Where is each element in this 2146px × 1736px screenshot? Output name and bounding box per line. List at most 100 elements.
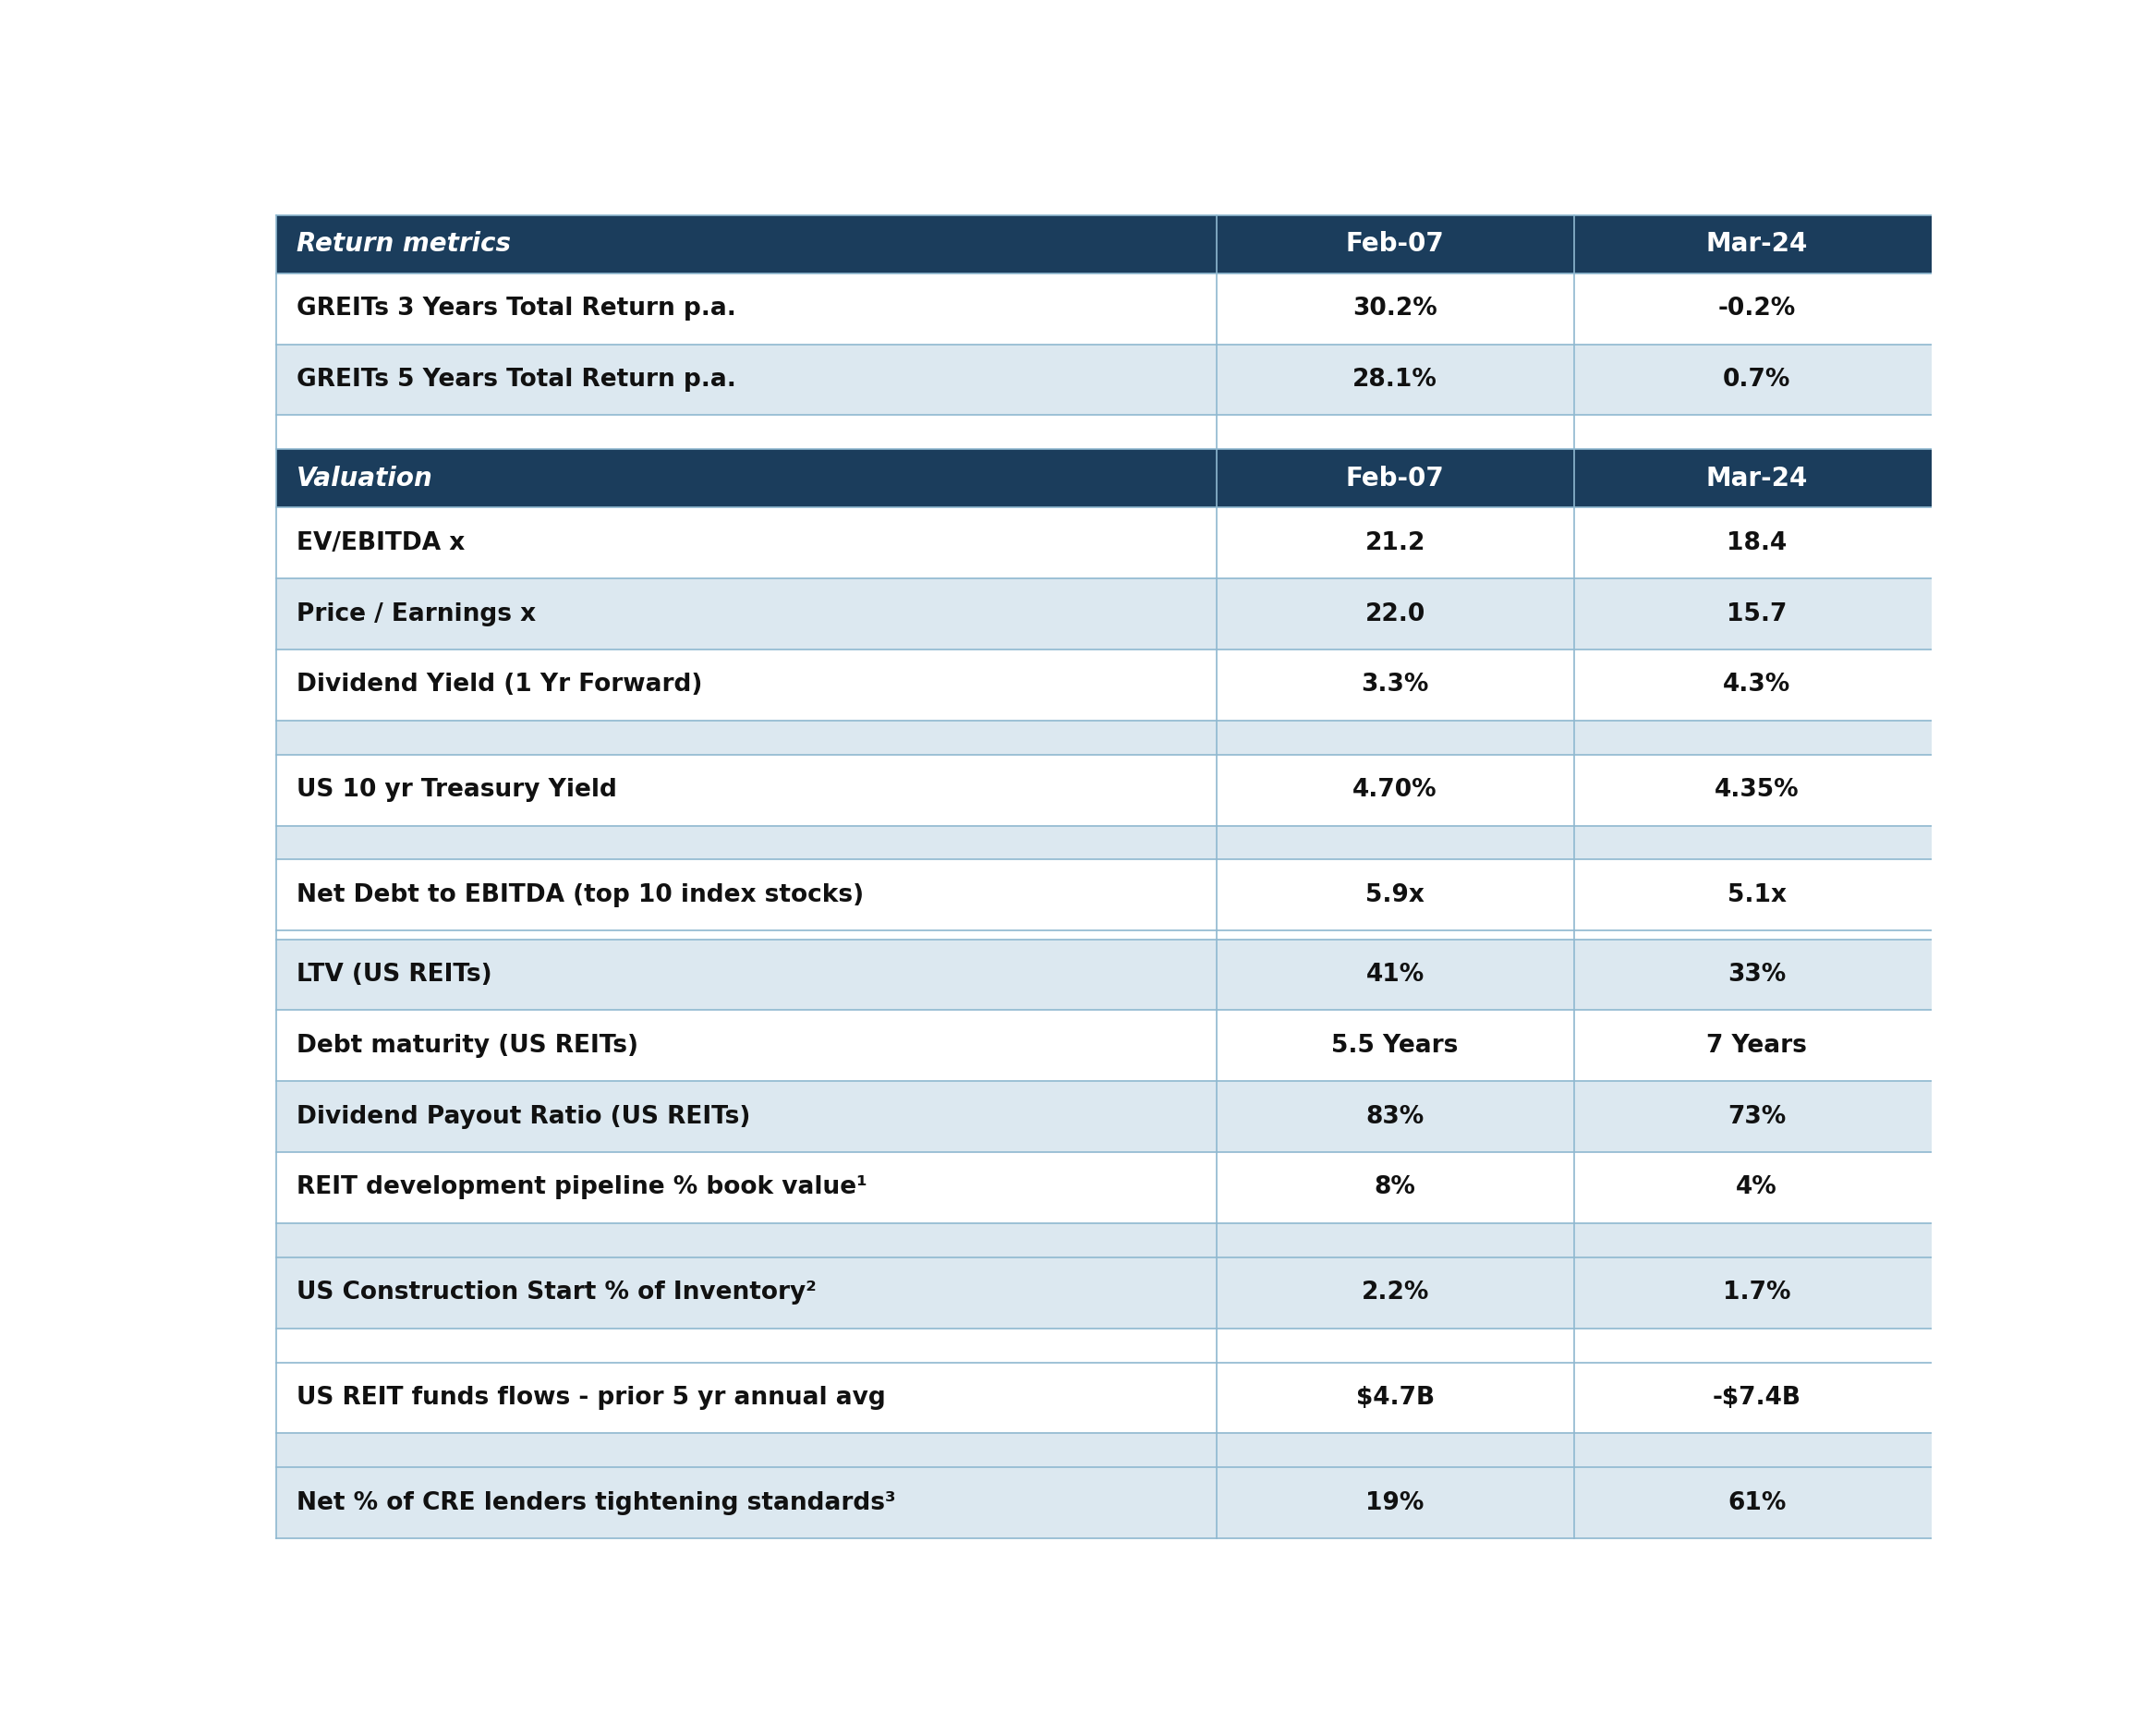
- Bar: [1217, 273, 1573, 344]
- Text: Feb-07: Feb-07: [1346, 231, 1444, 257]
- Text: 19%: 19%: [1365, 1491, 1425, 1516]
- Bar: [1217, 939, 1573, 1010]
- Text: 22.0: 22.0: [1365, 602, 1425, 627]
- Bar: [1573, 415, 1940, 450]
- Bar: [277, 1328, 1217, 1363]
- Text: US REIT funds flows - prior 5 yr annual avg: US REIT funds flows - prior 5 yr annual …: [296, 1385, 886, 1410]
- Bar: [1573, 859, 1940, 930]
- Bar: [1573, 1467, 1940, 1538]
- Text: Valuation: Valuation: [296, 465, 433, 491]
- Bar: [277, 939, 1217, 1010]
- Bar: [277, 1010, 1217, 1082]
- Text: Return metrics: Return metrics: [296, 231, 511, 257]
- Bar: [1217, 344, 1573, 415]
- Text: Dividend Yield (1 Yr Forward): Dividend Yield (1 Yr Forward): [296, 674, 702, 696]
- Text: 2.2%: 2.2%: [1361, 1281, 1429, 1305]
- Bar: [1573, 1363, 1940, 1434]
- Bar: [1217, 215, 1573, 273]
- Text: 73%: 73%: [1728, 1104, 1785, 1128]
- Bar: [1573, 1328, 1940, 1363]
- Text: 30.2%: 30.2%: [1352, 297, 1438, 321]
- Bar: [1573, 826, 1940, 859]
- Text: 7 Years: 7 Years: [1706, 1033, 1807, 1057]
- Bar: [1573, 1224, 1940, 1257]
- Bar: [1573, 578, 1940, 649]
- Text: 41%: 41%: [1365, 963, 1425, 986]
- Bar: [277, 215, 1217, 273]
- Bar: [1217, 1153, 1573, 1224]
- Bar: [1217, 507, 1573, 578]
- Text: 5.1x: 5.1x: [1728, 884, 1785, 908]
- Bar: [1217, 826, 1573, 859]
- Text: 28.1%: 28.1%: [1352, 368, 1438, 392]
- Bar: [1217, 930, 1573, 939]
- Bar: [277, 273, 1217, 344]
- Bar: [1573, 215, 1940, 273]
- Bar: [1217, 1082, 1573, 1153]
- Text: US Construction Start % of Inventory²: US Construction Start % of Inventory²: [296, 1281, 815, 1305]
- Bar: [1573, 649, 1940, 720]
- Text: EV/EBITDA x: EV/EBITDA x: [296, 531, 466, 556]
- Bar: [1217, 649, 1573, 720]
- Bar: [277, 344, 1217, 415]
- Bar: [1217, 1328, 1573, 1363]
- Text: 3.3%: 3.3%: [1361, 674, 1429, 696]
- Bar: [1573, 273, 1940, 344]
- Bar: [1217, 720, 1573, 755]
- Text: REIT development pipeline % book value¹: REIT development pipeline % book value¹: [296, 1175, 867, 1200]
- Bar: [277, 1257, 1217, 1328]
- Text: 4%: 4%: [1736, 1175, 1777, 1200]
- Text: 0.7%: 0.7%: [1723, 368, 1790, 392]
- Text: -$7.4B: -$7.4B: [1713, 1385, 1800, 1410]
- Bar: [1573, 720, 1940, 755]
- Bar: [1217, 859, 1573, 930]
- Text: Debt maturity (US REITs): Debt maturity (US REITs): [296, 1033, 637, 1057]
- Bar: [1217, 1434, 1573, 1467]
- Bar: [277, 720, 1217, 755]
- Text: GREITs 3 Years Total Return p.a.: GREITs 3 Years Total Return p.a.: [296, 297, 736, 321]
- Bar: [277, 507, 1217, 578]
- Text: 61%: 61%: [1728, 1491, 1785, 1516]
- Text: $4.7B: $4.7B: [1356, 1385, 1434, 1410]
- Text: GREITs 5 Years Total Return p.a.: GREITs 5 Years Total Return p.a.: [296, 368, 736, 392]
- Bar: [277, 930, 1217, 939]
- Bar: [1573, 1257, 1940, 1328]
- Bar: [277, 1363, 1217, 1434]
- Bar: [277, 826, 1217, 859]
- Bar: [277, 1224, 1217, 1257]
- Text: 21.2: 21.2: [1365, 531, 1425, 556]
- Bar: [277, 450, 1217, 507]
- Bar: [1217, 415, 1573, 450]
- Text: 5.9x: 5.9x: [1365, 884, 1425, 908]
- Bar: [277, 415, 1217, 450]
- Text: 8%: 8%: [1373, 1175, 1416, 1200]
- Text: Mar-24: Mar-24: [1706, 465, 1807, 491]
- Bar: [1217, 1224, 1573, 1257]
- Text: 33%: 33%: [1728, 963, 1785, 986]
- Text: 4.3%: 4.3%: [1723, 674, 1790, 696]
- Bar: [1573, 344, 1940, 415]
- Bar: [277, 755, 1217, 826]
- Bar: [1573, 1010, 1940, 1082]
- Text: 18.4: 18.4: [1728, 531, 1788, 556]
- Text: 1.7%: 1.7%: [1723, 1281, 1790, 1305]
- Bar: [1217, 450, 1573, 507]
- Bar: [1217, 755, 1573, 826]
- Bar: [277, 578, 1217, 649]
- Text: Mar-24: Mar-24: [1706, 231, 1807, 257]
- Bar: [1217, 1010, 1573, 1082]
- Text: LTV (US REITs): LTV (US REITs): [296, 963, 491, 986]
- Bar: [277, 859, 1217, 930]
- Text: Feb-07: Feb-07: [1346, 465, 1444, 491]
- Bar: [1217, 1467, 1573, 1538]
- Text: 5.5 Years: 5.5 Years: [1331, 1033, 1459, 1057]
- Bar: [1217, 578, 1573, 649]
- Text: 83%: 83%: [1365, 1104, 1425, 1128]
- Text: US 10 yr Treasury Yield: US 10 yr Treasury Yield: [296, 778, 616, 802]
- Text: Net Debt to EBITDA (top 10 index stocks): Net Debt to EBITDA (top 10 index stocks): [296, 884, 865, 908]
- Bar: [1217, 1363, 1573, 1434]
- Bar: [277, 1082, 1217, 1153]
- Bar: [1573, 450, 1940, 507]
- Bar: [277, 1467, 1217, 1538]
- Bar: [1573, 939, 1940, 1010]
